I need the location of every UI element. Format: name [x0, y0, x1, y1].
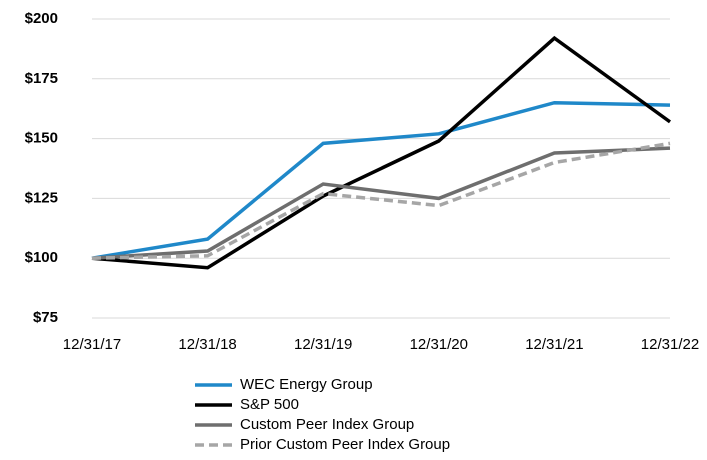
x-tick-label: 12/31/20 — [410, 336, 468, 353]
line-series — [91, 146, 671, 260]
x-tick-label: 12/31/17 — [63, 336, 121, 353]
line-series — [91, 100, 671, 260]
legend-label: Custom Peer Index Group — [240, 416, 414, 433]
x-tick-label: 12/31/22 — [641, 336, 699, 353]
x-tick-label: 12/31/18 — [178, 336, 236, 353]
y-tick-label: $125 — [25, 189, 58, 206]
y-tick-label: $200 — [25, 10, 58, 27]
line-series — [91, 35, 672, 270]
line-series — [91, 141, 671, 260]
x-tick-label: 12/31/19 — [294, 336, 352, 353]
legend-label: S&P 500 — [240, 396, 299, 413]
y-tick-label: $175 — [25, 70, 58, 87]
y-tick-label: $100 — [25, 249, 58, 266]
legend-label: Prior Custom Peer Index Group — [240, 436, 450, 453]
y-tick-label: $150 — [25, 130, 58, 147]
y-tick-label: $75 — [33, 309, 58, 326]
x-tick-label: 12/31/21 — [525, 336, 583, 353]
legend-label: WEC Energy Group — [240, 376, 373, 393]
